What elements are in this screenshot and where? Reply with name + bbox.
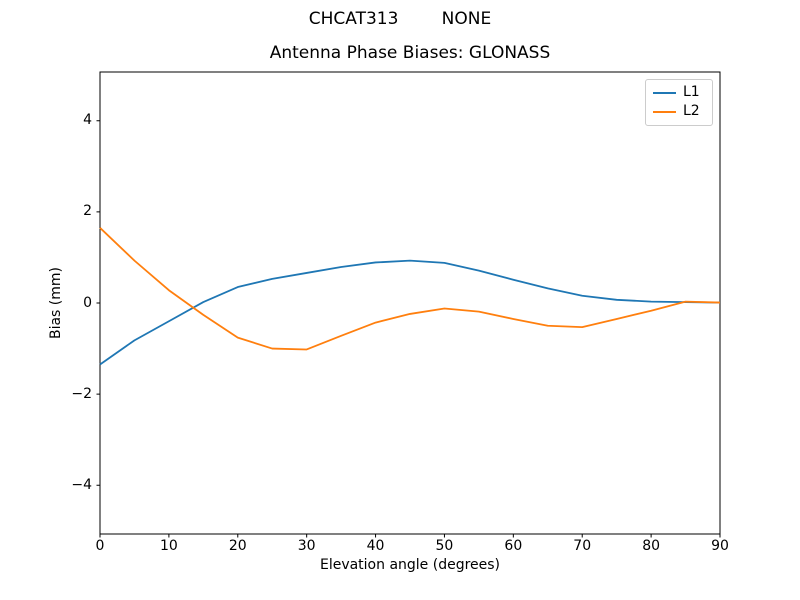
x-tick-label: 70 xyxy=(573,538,592,554)
x-tick-label: 30 xyxy=(297,538,316,554)
x-tick-label: 90 xyxy=(711,538,729,554)
x-tick-label: 0 xyxy=(95,538,105,554)
x-axis-label: Elevation angle (degrees) xyxy=(319,557,501,573)
y-tick-label: 0 xyxy=(83,294,92,311)
x-tick-label: 60 xyxy=(504,538,523,554)
figure-suptitle: CHCAT313 NONE xyxy=(308,9,492,29)
y-tick-label: 4 xyxy=(83,112,92,129)
x-tick-label: 50 xyxy=(435,538,454,554)
y-tick-label: 2 xyxy=(83,203,92,220)
tick-marks xyxy=(96,120,721,538)
y-tick-label: −2 xyxy=(71,385,92,402)
x-tick-label: 80 xyxy=(642,538,661,554)
axes-border xyxy=(99,71,721,535)
legend-line-l2-icon xyxy=(653,110,676,113)
x-tick-label: 10 xyxy=(159,538,178,554)
x-tick-label: 20 xyxy=(228,538,247,554)
x-tick-label: 40 xyxy=(366,538,385,554)
series-line-l1 xyxy=(99,259,721,366)
series-line-l2 xyxy=(99,227,721,351)
y-tick-label: −4 xyxy=(71,476,92,493)
y-axis-label: Bias (mm) xyxy=(48,266,64,340)
legend-line-l1-icon xyxy=(653,91,676,94)
legend-label-l1: L1 xyxy=(683,84,700,100)
legend: L1 L2 xyxy=(645,79,713,126)
legend-label-l2: L2 xyxy=(683,103,700,119)
legend-entry-l1: L1 xyxy=(653,85,705,100)
data-lines xyxy=(99,227,721,366)
chart-title: Antenna Phase Biases: GLONASS xyxy=(269,43,551,63)
legend-entry-l2: L2 xyxy=(653,104,705,119)
